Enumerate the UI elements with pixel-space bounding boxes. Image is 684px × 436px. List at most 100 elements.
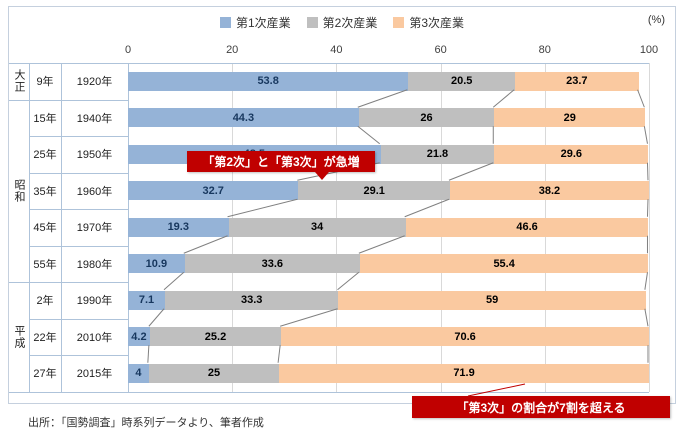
row-separator-line: [29, 136, 128, 137]
bar-value-label: 29: [563, 111, 576, 124]
bar-value-label: 70.6: [454, 330, 476, 343]
legend-label: 第2次産業: [322, 16, 378, 30]
era-year-label: 2年: [36, 295, 54, 308]
bar-segment: 32.7: [128, 181, 299, 201]
bar-value-label: 29.6: [560, 148, 583, 161]
year-label: 1960年: [76, 185, 113, 198]
bar-segment: 19.3: [128, 217, 229, 237]
bar-segment: 33.6: [184, 254, 360, 274]
era-label: 昭和: [13, 178, 25, 203]
legend-swatch-icon: [306, 17, 318, 28]
bar-segment: 38.2: [449, 181, 649, 201]
bar-segment: 25.2: [149, 327, 282, 347]
year-label: 1970年: [76, 222, 113, 235]
legend-item: 第3次産業: [393, 14, 464, 31]
bar-segment: 21.8: [380, 144, 495, 164]
bar-value-label: 21.8: [426, 148, 449, 161]
bar-segment: 46.6: [405, 217, 649, 237]
bar-value-label: 4: [135, 367, 142, 380]
bar-value-label: 7.1: [138, 294, 155, 307]
row-separator-line: [29, 172, 128, 174]
bar-segment: 25: [148, 363, 280, 383]
table-column-line: [29, 63, 30, 392]
bar-segment: 20.5: [408, 71, 516, 91]
bar-segment: 33.3: [164, 290, 339, 310]
bar-segment: 10.9: [128, 254, 185, 274]
bar-segment: 59: [338, 290, 646, 310]
bar-value-label: 53.8: [257, 75, 279, 88]
bar-value-label: 33.3: [241, 294, 263, 307]
bar-segment: 70.6: [281, 327, 649, 347]
x-axis-tick-label: 100: [639, 44, 659, 56]
bar-segment: 34: [228, 217, 406, 237]
era-year-label: 25年: [33, 149, 57, 162]
bar-segment: 29.1: [298, 181, 450, 201]
bar-value-label: 59: [486, 294, 499, 307]
bar-value-label: 26: [420, 111, 433, 124]
era-year-label: 55年: [33, 258, 57, 271]
bar-segment: 4: [128, 363, 149, 383]
bar-segment: 53.8: [128, 71, 409, 91]
row-separator-line: [29, 209, 128, 210]
year-label: 1990年: [76, 295, 113, 308]
era-separator-line: [9, 99, 29, 101]
era-year-label: 27年: [33, 368, 57, 381]
row-separator-line: [29, 245, 128, 247]
unit-label: (%): [647, 14, 665, 26]
bar-value-label: 29.1: [363, 184, 385, 197]
bar-segment: 71.9: [279, 363, 649, 383]
bar-segment: 44.3: [128, 108, 359, 128]
era-year-label: 9年: [36, 76, 54, 89]
source-note: 出所：「国勢調査」時系列データより、筆者作成: [28, 417, 264, 429]
callout-arrow-down-icon: [315, 172, 329, 180]
bar-value-label: 25.2: [204, 330, 227, 343]
bar-value-label: 20.5: [450, 75, 473, 88]
legend-label: 第1次産業: [235, 16, 291, 30]
x-axis-tick-label: 60: [434, 44, 447, 56]
callout-tertiary-over-70: 「第3次」の割合が7割を超える: [412, 396, 670, 418]
legend-item: 第2次産業: [306, 14, 378, 31]
bar-segment: 23.7: [515, 71, 639, 91]
legend-swatch-icon: [219, 17, 231, 28]
year-label: 1980年: [76, 258, 113, 271]
era-label: 大正: [13, 69, 25, 94]
legend: 第1次産業 第2次産業 第3次産業: [9, 14, 675, 31]
bar-segment: 55.4: [359, 254, 649, 274]
bar-value-label: 4.2: [131, 330, 147, 343]
x-axis-tick-label: 40: [330, 44, 343, 56]
legend-swatch-icon: [393, 17, 405, 28]
bar-value-label: 38.2: [538, 184, 561, 197]
x-axis-tick-label: 0: [124, 44, 132, 56]
bar-segment: 4.2: [128, 327, 150, 347]
plot-bottom-border: [9, 391, 649, 393]
bar-value-label: 23.7: [566, 75, 588, 88]
row-separator-line: [29, 282, 128, 283]
year-label: 1940年: [76, 112, 113, 125]
bar-value-label: 46.6: [516, 221, 538, 234]
x-axis-tick-label: 80: [538, 44, 551, 56]
year-label: 2015年: [76, 368, 113, 381]
plot-top-border: [9, 63, 649, 64]
era-separator-line: [9, 282, 29, 283]
bar-segment: 7.1: [128, 290, 165, 310]
bar-value-label: 71.9: [453, 367, 475, 380]
vertical-gridline: [649, 63, 650, 392]
row-separator-line: [29, 318, 128, 320]
bar-value-label: 34: [310, 221, 324, 234]
callout-over-70-text: 「第3次」の割合が7割を超える: [456, 400, 626, 415]
bar-value-label: 10.9: [145, 257, 168, 270]
bar-value-label: 19.3: [167, 221, 189, 234]
bar-value-label: 25: [207, 367, 221, 380]
bar-value-label: 32.7: [202, 184, 224, 197]
bar-value-label: 55.4: [493, 257, 515, 270]
bar-value-label: 44.3: [232, 111, 255, 124]
year-label: 2010年: [76, 331, 113, 344]
table-column-line: [61, 63, 62, 392]
callout-secondary-tertiary-surge: 「第2次」と「第3次」が急増: [187, 151, 375, 180]
x-axis-tick-label: 20: [226, 44, 239, 56]
era-year-label: 22年: [33, 331, 57, 344]
era-year-label: 35年: [33, 185, 57, 198]
callout-surge-text: 「第2次」と「第3次」が急増: [202, 155, 360, 169]
row-separator-line: [29, 355, 128, 356]
